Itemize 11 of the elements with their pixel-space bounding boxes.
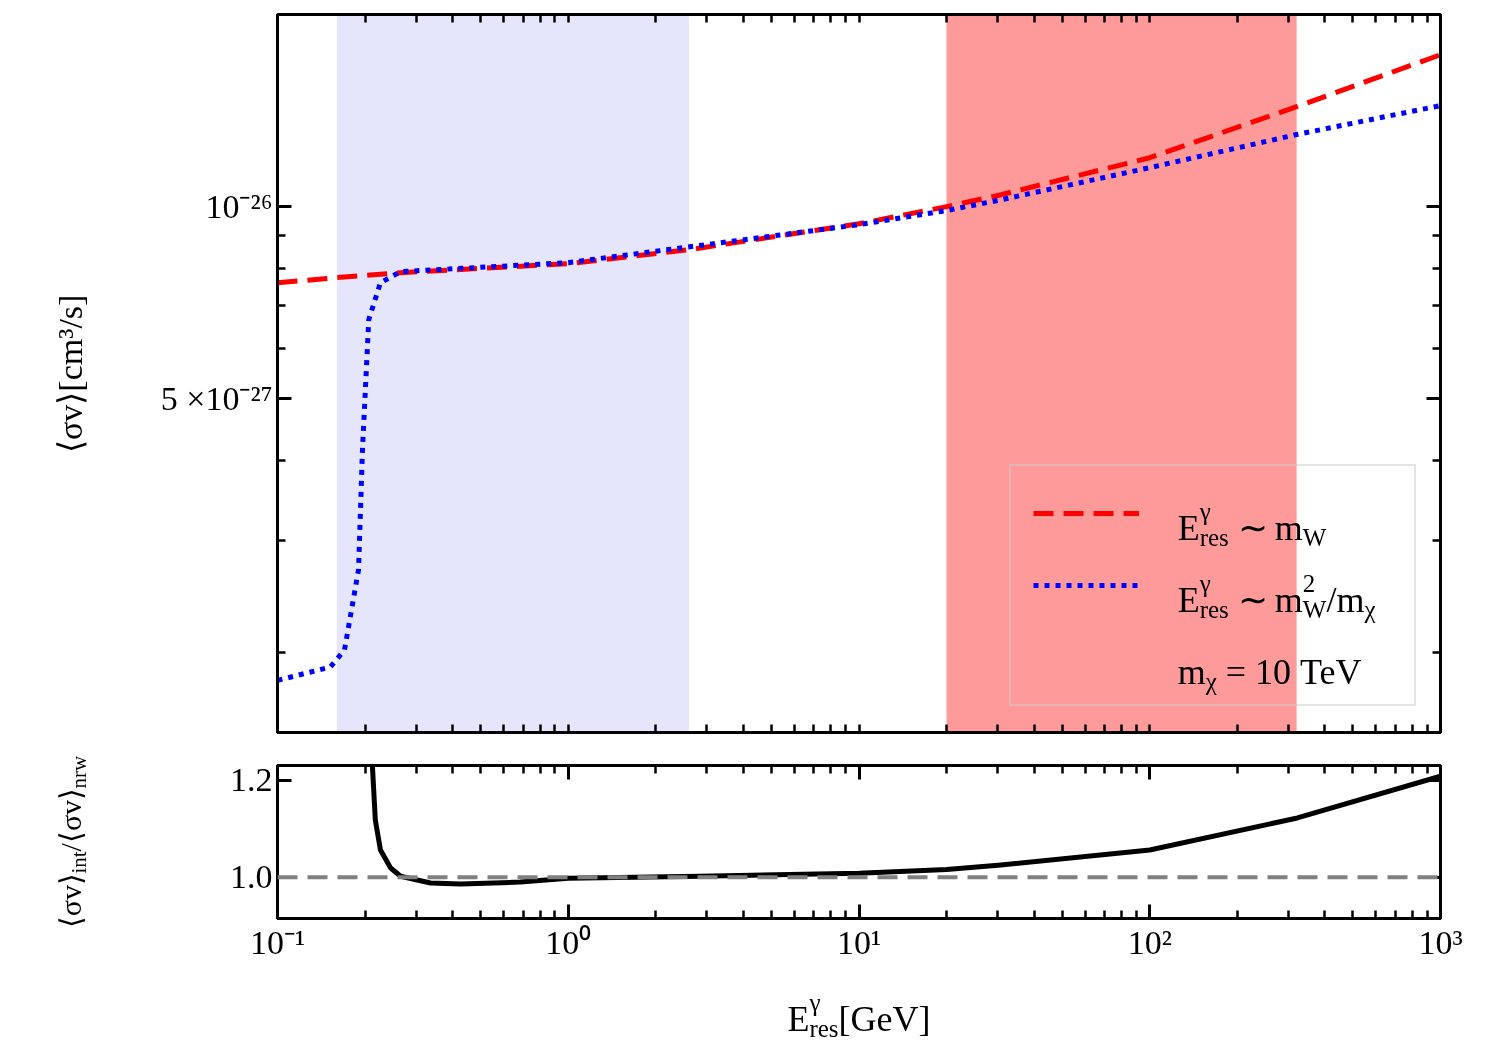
y-axis-title: ⟨σv⟩[cm³/s]	[52, 294, 89, 453]
y-axis-title: ⟨σv⟩int/⟨σv⟩nrw	[54, 755, 91, 929]
x-tick-label: 10⁰	[545, 923, 592, 961]
y-tick-label: 5 ×10⁻²⁷	[160, 380, 273, 418]
y-tick-label: 1.2	[230, 761, 273, 799]
x-tick-label: 10¹	[836, 923, 882, 961]
x-tick-label: 10⁻¹	[249, 923, 306, 961]
x-tick-label: 10²	[1127, 923, 1172, 961]
x-tick-label: 10³	[1418, 923, 1463, 961]
y-tick-label: 10⁻²⁶	[205, 188, 273, 226]
y-tick-label: 1.0	[230, 858, 273, 896]
